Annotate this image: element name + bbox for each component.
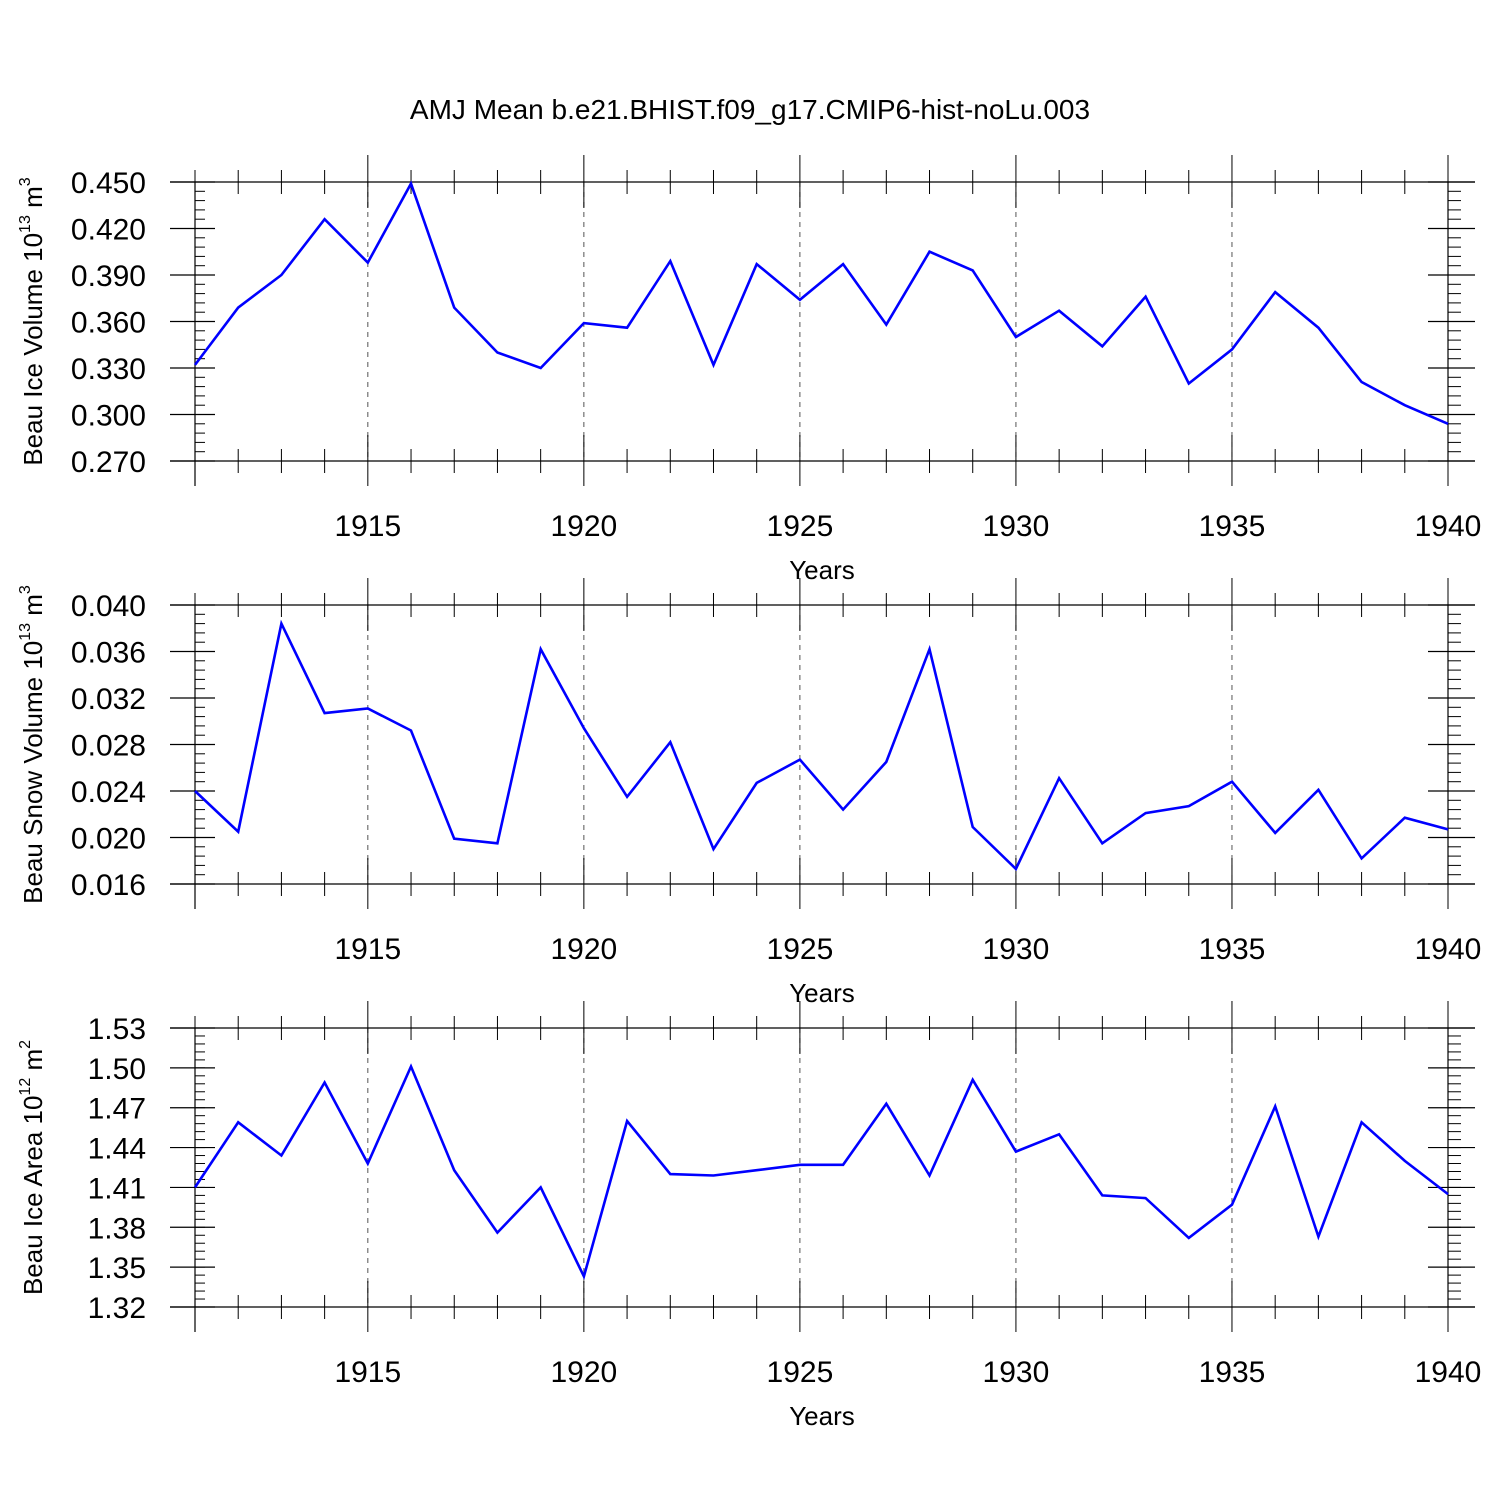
y-tick-label: 0.028 xyxy=(71,730,146,763)
y-tick-label: 1.41 xyxy=(88,1172,146,1205)
x-tick-label: 1940 xyxy=(1415,1356,1482,1389)
y-tick-label: 0.360 xyxy=(71,307,146,340)
y-axis-title: Beau Ice Volume 1013 m3 xyxy=(17,177,48,465)
series-line xyxy=(194,619,1449,872)
panel-2: 0.016 0.020 0.024 0.028 0.032 0.036 0.040 1915 1… xyxy=(17,578,1481,1008)
x-tick-label: 1930 xyxy=(983,933,1050,966)
y-tick-label: 0.270 xyxy=(71,446,146,479)
y-tick-label: 1.47 xyxy=(88,1093,146,1126)
y-tick-label: 1.35 xyxy=(88,1252,146,1285)
x-tick-label: 1920 xyxy=(550,510,617,543)
figure-title: AMJ Mean b.e21.BHIST.f09_g17.CMIP6-hist-… xyxy=(410,94,1090,125)
x-tick-label: 1920 xyxy=(550,1356,617,1389)
y-tick-label: 0.330 xyxy=(71,353,146,386)
x-tick-label: 1925 xyxy=(767,510,834,543)
y-tick-label: 0.420 xyxy=(71,214,146,247)
y-tick-label: 0.040 xyxy=(71,590,146,623)
x-tick-label: 1940 xyxy=(1415,933,1482,966)
x-tick-label: 1925 xyxy=(767,1356,834,1389)
y-tick-label: 0.020 xyxy=(71,823,146,856)
x-tick-label: 1915 xyxy=(334,933,401,966)
x-tick-label: 1935 xyxy=(1199,1356,1266,1389)
series-line xyxy=(193,1063,1449,1281)
y-tick-label: 0.016 xyxy=(71,869,146,902)
series-line xyxy=(193,180,1449,425)
x-tick-label: 1920 xyxy=(550,933,617,966)
y-tick-label: 1.50 xyxy=(88,1053,146,1086)
x-tick-label: 1935 xyxy=(1199,510,1266,543)
y-tick-label: 1.53 xyxy=(88,1013,146,1046)
x-tick-label: 1915 xyxy=(334,510,401,543)
x-tick-label: 1940 xyxy=(1415,510,1482,543)
y-axis-title: Beau Snow Volume 1013 m3 xyxy=(17,585,48,904)
y-tick-label: 0.300 xyxy=(71,400,146,433)
y-tick-label: 0.032 xyxy=(71,683,146,716)
y-tick-label: 0.036 xyxy=(71,637,146,670)
x-tick-label: 1925 xyxy=(767,933,834,966)
y-tick-label: 0.024 xyxy=(71,776,146,809)
x-tick-label: 1915 xyxy=(334,1356,401,1389)
y-tick-label: 1.32 xyxy=(88,1292,146,1325)
panel-1: 0.270 0.300 0.330 0.360 0.390 0.420 0.450 1915 1… xyxy=(17,155,1481,585)
y-tick-label: 1.44 xyxy=(88,1133,146,1166)
x-tick-label: 1930 xyxy=(983,510,1050,543)
y-tick-label: 0.390 xyxy=(71,260,146,293)
x-axis-title: Years xyxy=(789,555,855,585)
x-axis-title: Years xyxy=(789,978,855,1008)
y-axis-title: Beau Ice Area 1012 m2 xyxy=(17,1040,48,1295)
panel-3: 1.32 1.35 1.38 1.41 1.44 1.47 1.50 1.53 1915 1920… xyxy=(17,1001,1481,1431)
y-tick-label: 1.38 xyxy=(88,1212,146,1245)
y-tick-label: 0.450 xyxy=(71,167,146,200)
x-tick-label: 1935 xyxy=(1199,933,1266,966)
x-axis-title: Years xyxy=(789,1401,855,1431)
x-tick-label: 1930 xyxy=(983,1356,1050,1389)
